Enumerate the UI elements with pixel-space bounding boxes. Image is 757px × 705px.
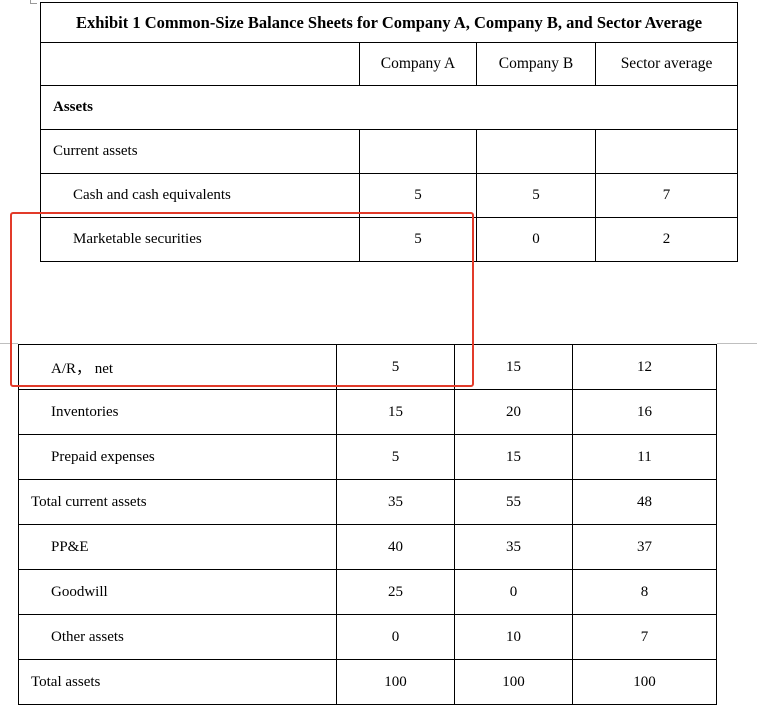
table-row: Total current assets 35 55 48 [18, 479, 717, 525]
company-b-value: 35 [454, 524, 573, 570]
company-a-value: 40 [336, 524, 455, 570]
sector-average-value: 7 [572, 614, 717, 660]
row-label: Goodwill [18, 569, 337, 615]
sector-average-value: 8 [572, 569, 717, 615]
page-corner-marker [30, 0, 37, 4]
table-row: Total assets 100 100 100 [18, 659, 717, 705]
table-row: Marketable securities 5 0 2 [40, 217, 739, 262]
row-label: Total assets [18, 659, 337, 705]
sector-average-value: 100 [572, 659, 717, 705]
company-b-value: 5 [476, 173, 596, 218]
page-break-rule-right [717, 343, 757, 344]
row-label: Inventories [18, 389, 337, 435]
table-row: A/R， net 5 15 12 [18, 344, 717, 390]
table-row: Cash and cash equivalents 5 5 7 [40, 173, 739, 218]
table-row: Inventories 15 20 16 [18, 389, 717, 435]
company-a-value: 35 [336, 479, 455, 525]
company-a-value: 5 [359, 173, 477, 218]
company-b-value: 55 [454, 479, 573, 525]
highlight-box [10, 212, 474, 387]
company-a-value: 25 [336, 569, 455, 615]
exhibit-title: Exhibit 1 Common-Size Balance Sheets for… [39, 2, 739, 43]
page-break-rule-left [0, 343, 18, 344]
company-a-value: 5 [336, 434, 455, 480]
header-blank-cell [40, 42, 360, 86]
company-b-value: 15 [454, 434, 573, 480]
company-b-value: 0 [454, 569, 573, 615]
column-header-company-b: Company B [476, 42, 596, 86]
table-row: Goodwill 25 0 8 [18, 569, 717, 615]
table-row: Other assets 0 10 7 [18, 614, 717, 660]
sector-average-value: 2 [594, 217, 739, 262]
sector-average-value: 11 [572, 434, 717, 480]
row-label: Marketable securities [40, 217, 360, 262]
company-b-value: 20 [454, 389, 573, 435]
row-label: Prepaid expenses [18, 434, 337, 480]
empty-cell [594, 129, 739, 174]
sector-average-value: 7 [594, 173, 739, 218]
sector-average-value: 48 [572, 479, 717, 525]
sector-average-value: 12 [572, 344, 717, 390]
company-a-value: 15 [336, 389, 455, 435]
empty-cell [359, 129, 477, 174]
balance-sheet-table-top: Exhibit 1 Common-Size Balance Sheets for… [39, 2, 739, 262]
company-a-value: 100 [336, 659, 455, 705]
sector-average-value: 16 [572, 389, 717, 435]
subsection-current-assets: Current assets [40, 129, 360, 174]
row-label: Other assets [18, 614, 337, 660]
row-label: A/R， net [18, 344, 337, 390]
column-header-sector-average: Sector average [594, 42, 739, 86]
balance-sheet-table-bottom: A/R， net 5 15 12 Inventories 15 20 16 Pr… [18, 344, 717, 705]
company-a-value: 5 [359, 217, 477, 262]
empty-cell [476, 129, 596, 174]
table-row: PP&E 40 35 37 [18, 524, 717, 570]
company-b-value: 0 [476, 217, 596, 262]
row-label: PP&E [18, 524, 337, 570]
row-label: Cash and cash equivalents [40, 173, 360, 218]
section-heading-assets: Assets [39, 85, 739, 130]
sector-average-value: 37 [572, 524, 717, 570]
company-a-value: 0 [336, 614, 455, 660]
company-b-value: 10 [454, 614, 573, 660]
company-b-value: 100 [454, 659, 573, 705]
table-row: Prepaid expenses 5 15 11 [18, 434, 717, 480]
row-label: Total current assets [18, 479, 337, 525]
column-header-company-a: Company A [359, 42, 477, 86]
